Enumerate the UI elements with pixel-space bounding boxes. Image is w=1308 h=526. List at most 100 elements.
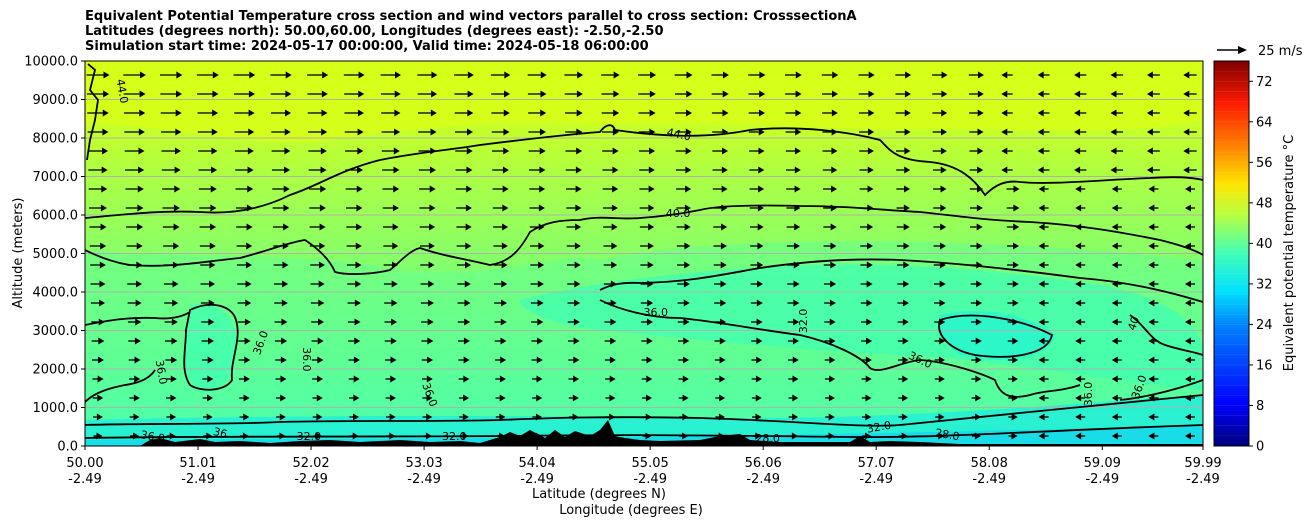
wind-vector xyxy=(164,299,179,307)
x-tick-label-lon: -2.49 xyxy=(294,472,328,487)
terrain xyxy=(85,420,1203,446)
wind-vector xyxy=(126,242,143,250)
wind-vector xyxy=(1074,90,1087,98)
wind-vector xyxy=(970,242,983,250)
wind-vector xyxy=(1037,71,1050,79)
wind-vector xyxy=(1001,90,1013,98)
wind-vector xyxy=(163,261,179,269)
wind-vector xyxy=(164,337,178,345)
wind-vector xyxy=(421,318,434,326)
wind-vector xyxy=(602,204,618,212)
wind-vector xyxy=(1074,71,1087,79)
x-tick-label-lon: -2.49 xyxy=(407,472,441,487)
wind-vector xyxy=(715,432,725,440)
wind-vector xyxy=(494,318,507,326)
wind-vector xyxy=(788,375,799,383)
wind-vector xyxy=(640,261,654,269)
wind-vector xyxy=(1038,413,1049,421)
wind-vector xyxy=(87,109,109,117)
x-axis-label-lon: Longitude (degrees E) xyxy=(559,503,703,518)
wind-vector xyxy=(713,242,727,250)
wind-vector xyxy=(641,356,653,364)
wind-vector xyxy=(1185,223,1195,231)
wind-vector xyxy=(239,394,250,402)
y-tick-label: 2000.0 xyxy=(33,363,79,378)
wind-vector xyxy=(420,299,434,307)
wind-vector xyxy=(309,223,326,231)
wind-vector xyxy=(822,109,838,117)
wind-vector xyxy=(491,128,510,136)
wind-vector xyxy=(197,109,219,117)
wind-vector xyxy=(383,223,399,231)
wind-vector xyxy=(603,261,618,269)
colorbar-frame xyxy=(1213,60,1250,447)
wind-vector xyxy=(676,204,691,212)
wind-vector xyxy=(1148,375,1159,383)
wind-vector xyxy=(677,261,691,269)
wind-vector xyxy=(1148,204,1159,212)
wind-vector xyxy=(234,147,254,155)
wind-vector xyxy=(971,394,982,402)
wind-vector xyxy=(346,242,362,250)
cool-pocket-east xyxy=(520,264,1203,390)
wind-vector xyxy=(271,166,291,174)
wind-vector xyxy=(87,147,109,155)
wind-vector xyxy=(1111,375,1122,383)
wind-vector xyxy=(380,90,401,98)
wind-vector xyxy=(381,109,401,117)
wind-vector xyxy=(386,432,396,440)
wind-vector xyxy=(235,166,254,174)
wind-vector xyxy=(382,166,400,174)
wind-vector xyxy=(676,242,691,250)
wind-vector xyxy=(825,432,835,440)
wind-vector xyxy=(458,337,470,345)
wind-vector xyxy=(1075,356,1086,364)
wind-vector xyxy=(126,261,143,269)
wind-vector xyxy=(127,280,142,288)
wind-vector xyxy=(126,223,144,231)
wind-vector xyxy=(1074,166,1087,174)
wind-vector xyxy=(310,299,325,307)
contour-label: 36.0 xyxy=(1082,382,1095,407)
wind-vector xyxy=(1075,432,1086,440)
wind-vector xyxy=(752,413,762,421)
wind-vector xyxy=(493,223,509,231)
contour-label: 36 xyxy=(212,425,229,441)
wind-vector xyxy=(1038,394,1049,402)
y-tick-label: 1000.0 xyxy=(33,401,79,416)
wind-vector xyxy=(605,432,615,440)
wind-vector xyxy=(748,128,765,136)
wind-vector xyxy=(1007,356,1019,364)
wind-vector xyxy=(823,223,837,231)
wind-vector xyxy=(384,337,397,345)
wind-vector xyxy=(787,261,800,269)
wind-vector xyxy=(1037,147,1050,155)
wind-vector xyxy=(1148,318,1159,326)
wind-vector xyxy=(601,90,620,98)
colorbar-scale xyxy=(1214,61,1249,446)
contour-label: 36.0 xyxy=(644,306,669,319)
wind-vector xyxy=(456,242,472,250)
wind-vector xyxy=(418,147,437,155)
wind-vector xyxy=(969,109,984,117)
wind-vector xyxy=(713,280,727,288)
wind-vector xyxy=(1007,337,1019,345)
wind-vector xyxy=(1111,185,1122,193)
wind-vector xyxy=(417,71,438,79)
wind-vector xyxy=(344,109,364,117)
wind-vector xyxy=(749,204,764,212)
wind-vector xyxy=(1038,204,1049,212)
wind-vector xyxy=(969,185,984,193)
wind-vector xyxy=(422,394,433,402)
wind-vector xyxy=(90,280,106,288)
wind-vector xyxy=(822,147,838,155)
wind-vector xyxy=(861,413,872,421)
wind-vector xyxy=(822,166,838,174)
x-tick-label-lat: 50.00 xyxy=(66,456,103,471)
wind-vector xyxy=(825,413,835,421)
wind-vector xyxy=(715,413,725,421)
wind-vector xyxy=(748,71,766,79)
wind-vector xyxy=(604,337,617,345)
wind-vector xyxy=(123,109,146,117)
x-tick-label-lon: -2.49 xyxy=(1186,472,1220,487)
